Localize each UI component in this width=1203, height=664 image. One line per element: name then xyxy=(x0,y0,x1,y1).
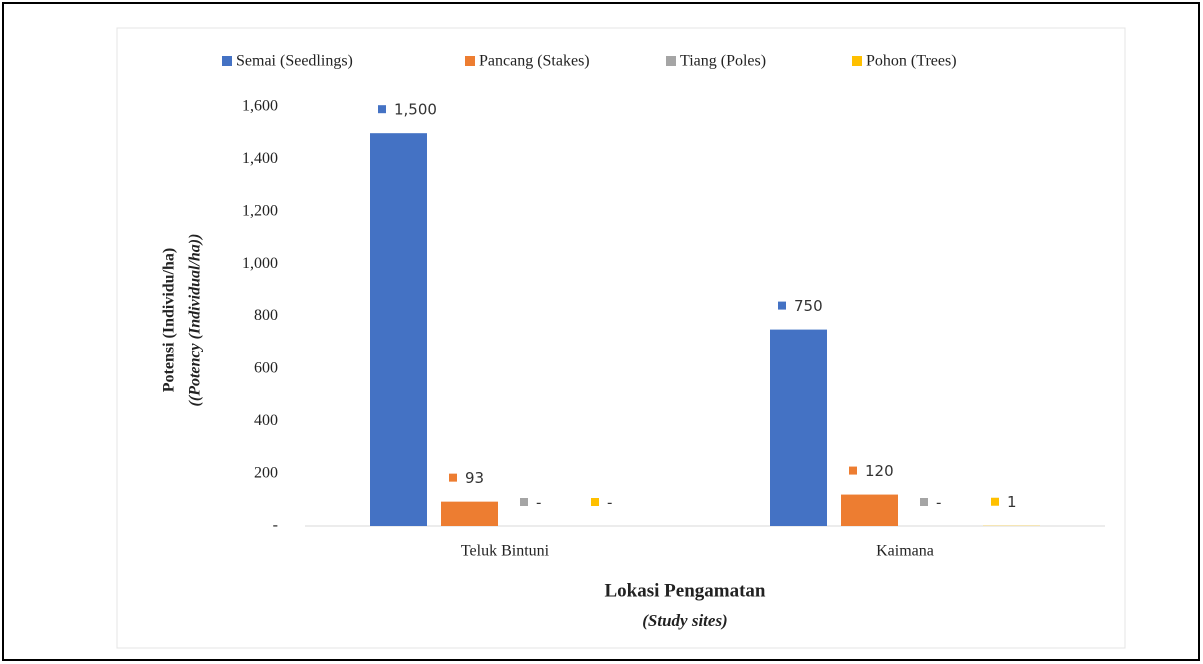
y-axis-label: Potensi (Individu/ha) xyxy=(161,248,178,392)
legend-swatch xyxy=(666,56,676,66)
data-label: 1,500 xyxy=(394,101,437,119)
bar xyxy=(441,501,498,526)
y-axis-label: ((Potency (Individual/ha)) xyxy=(187,234,204,407)
label-marker xyxy=(778,301,786,310)
y-tick-label: - xyxy=(273,517,278,534)
label-marker xyxy=(991,497,999,506)
y-tick-label: 200 xyxy=(254,464,278,481)
x-axis-label: (Study sites) xyxy=(642,611,727,630)
y-tick-label: 400 xyxy=(254,412,278,429)
label-marker xyxy=(591,498,599,506)
data-label: - xyxy=(536,494,541,512)
x-tick-label: Kaimana xyxy=(876,543,934,560)
label-marker xyxy=(920,498,928,506)
x-axis-label: Lokasi Pengamatan xyxy=(605,580,766,601)
data-label: 93 xyxy=(465,469,484,487)
legend-label: Semai (Seedlings) xyxy=(236,53,353,70)
label-marker xyxy=(378,105,386,114)
y-tick-label: 1,000 xyxy=(242,255,278,272)
data-label: - xyxy=(607,494,612,512)
legend-label: Tiang (Poles) xyxy=(680,53,766,70)
data-label: 750 xyxy=(794,297,823,315)
label-marker xyxy=(520,498,528,506)
y-tick-label: 800 xyxy=(254,307,278,324)
legend-swatch xyxy=(465,56,475,66)
legend-swatch xyxy=(852,56,862,66)
bar xyxy=(770,329,827,526)
data-label: 1 xyxy=(1007,493,1017,511)
legend-swatch xyxy=(222,56,232,66)
label-marker xyxy=(849,466,857,475)
y-tick-label: 1,400 xyxy=(242,150,278,167)
legend-label: Pancang (Stakes) xyxy=(479,53,590,70)
y-tick-label: 600 xyxy=(254,360,278,377)
bar xyxy=(841,494,898,526)
data-label: - xyxy=(936,494,941,512)
y-tick-label: 1,200 xyxy=(242,202,278,219)
label-marker xyxy=(449,473,457,482)
legend-label: Pohon (Trees) xyxy=(866,53,957,70)
bar xyxy=(370,133,427,526)
chart-area xyxy=(116,27,1126,649)
x-tick-label: Teluk Bintuni xyxy=(461,543,550,560)
data-label: 120 xyxy=(865,462,894,480)
y-tick-label: 1,600 xyxy=(242,98,278,115)
